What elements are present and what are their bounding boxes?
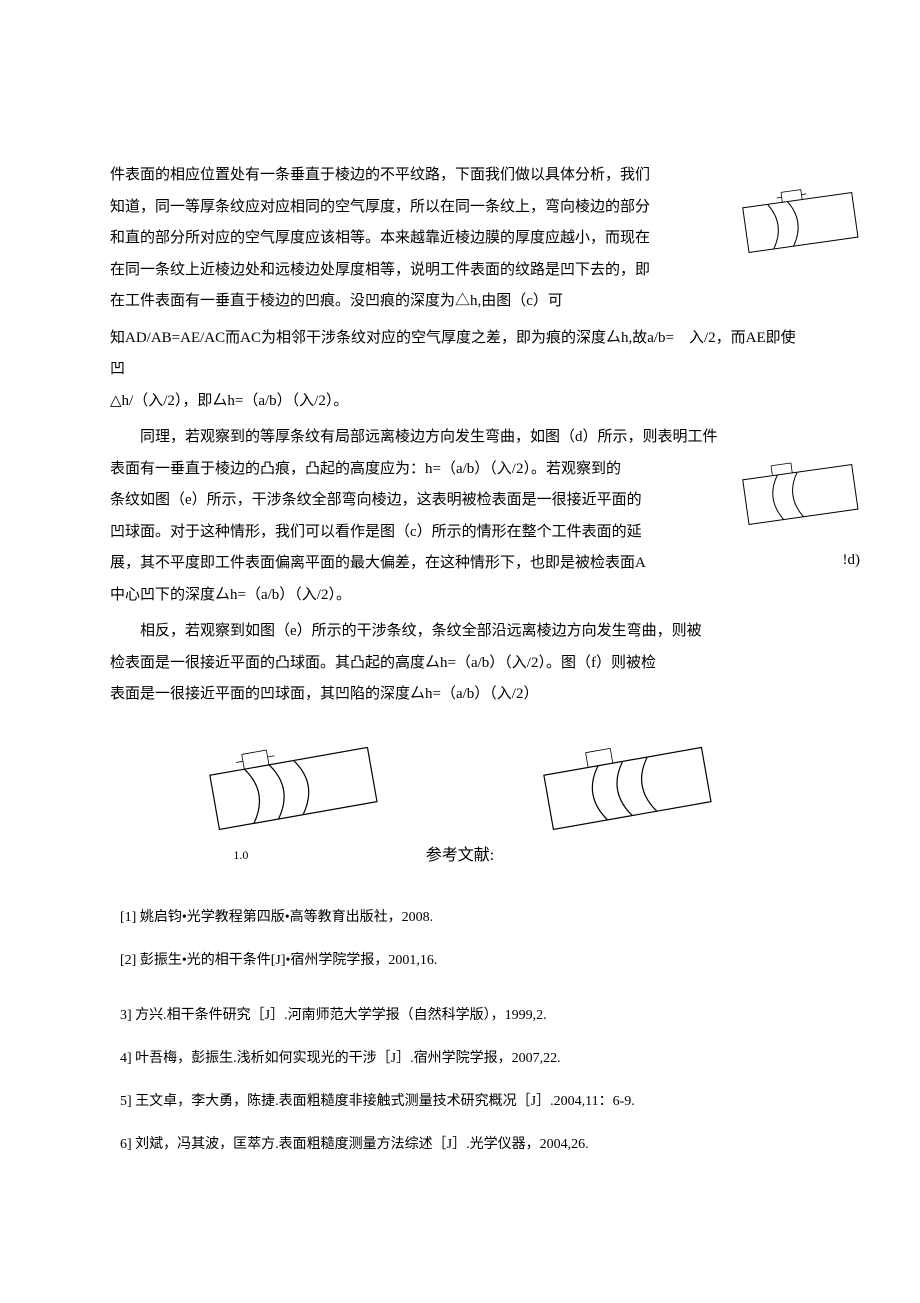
para1-text: 件表面的相应位置处有一条垂直于棱边的不平纹路，下面我们做以具体分析，我们 知道，…: [110, 160, 670, 318]
reference-item: 4] 叶吾梅，彭振生.浅析如何实现光的干涉［J］.宿州学院学报，2007,22.: [120, 1046, 810, 1071]
figure-c: [735, 180, 865, 260]
para2-line: 表面有一垂直于棱边的凸痕，凸起的高度应为：h=（a/b）（入/2）。若观察到的: [110, 454, 670, 486]
wedge-diagram-icon: [193, 731, 393, 841]
paragraph-block-2: 同理，若观察到的等厚条纹有局部远离棱边方向发生弯曲，如图（d）所示，则表明工件 …: [110, 422, 810, 611]
reference-item: [2] 彭振生•光的相干条件[J]•宿州学院学报，2001,16.: [120, 948, 810, 973]
para2-line: 展，其不平度即工件表面偏离平面的最大偏差，在这种情形下，也即是被检表面A: [110, 548, 670, 580]
figure-e: 1.0: [193, 731, 393, 841]
reference-item: 3] 方兴.相干条件研究［J］.河南师范大学学报（自然科学版），1999,2.: [120, 1003, 810, 1028]
paragraph-block-1: 件表面的相应位置处有一条垂直于棱边的不平纹路，下面我们做以具体分析，我们 知道，…: [110, 160, 810, 318]
figure-f: [527, 731, 727, 841]
figure-e-label: 1.0: [233, 848, 248, 863]
references-list: [1] 姚启钧•光学教程第四版•高等教育出版社，2008. [2] 彭振生•光的…: [110, 905, 810, 1158]
reference-item: 6] 刘斌，冯其波，匡萃方.表面粗糙度测量方法综述［J］.光学仪器，2004,2…: [120, 1132, 810, 1157]
para1-line: 和直的部分所对应的空气厚度应该相等。本来越靠近棱边膜的厚度应越小，而现在: [110, 223, 670, 255]
figure-d-label: !d): [843, 552, 861, 569]
para2-line: 条纹如图（e）所示，干涉条纹全部弯向棱边，这表明被检表面是一很接近平面的: [110, 485, 670, 517]
para1-line: 在同一条纹上近棱边处和远棱边处厚度相等，说明工件表面的纹路是凹下去的，即: [110, 255, 670, 287]
para1-line: 知道，同一等厚条纹应对应相同的空气厚度，所以在同一条纹上，弯向棱边的部分: [110, 192, 670, 224]
para1-full-line2: △h/（入/2），即厶h=（a/b）（入/2）。: [110, 386, 810, 418]
bottom-figures-row: 1.0: [110, 731, 810, 841]
figure-d: [735, 452, 865, 532]
paragraph-3: 相反，若观察到如图（e）所示的干涉条纹，条纹全部沿远离棱边方向发生弯曲，则被 检…: [110, 616, 810, 711]
para1-line: 在工件表面有一垂直于棱边的凹痕。没凹痕的深度为△h,由图（c）可: [110, 286, 670, 318]
para2-line1: 同理，若观察到的等厚条纹有局部远离棱边方向发生弯曲，如图（d）所示，则表明工件: [110, 422, 810, 454]
para2-text: 表面有一垂直于棱边的凸痕，凸起的高度应为：h=（a/b）（入/2）。若观察到的 …: [110, 454, 670, 612]
para1-full-line: 知AD/AB=AE/AC而AC为相邻干涉条纹对应的空气厚度之差，即为痕的深度厶h…: [110, 323, 810, 386]
para3-line: 检表面是一很接近平面的凸球面。其凸起的高度厶h=（a/b）（入/2）。图（f）则…: [110, 648, 810, 680]
para2-line: 凹球面。对于这种情形，我们可以看作是图（c）所示的情形在整个工件表面的延: [110, 517, 670, 549]
para3-line: 相反，若观察到如图（e）所示的干涉条纹，条纹全部沿远离棱边方向发生弯曲，则被: [110, 616, 810, 648]
wedge-diagram-icon: [527, 731, 727, 841]
reference-item: 5] 王文卓，李大勇，陈捷.表面粗糙度非接触式测量技术研究概况［J］.2004,…: [120, 1089, 810, 1114]
para1-line: 件表面的相应位置处有一条垂直于棱边的不平纹路，下面我们做以具体分析，我们: [110, 160, 670, 192]
wedge-diagram-icon: [735, 452, 865, 532]
references-heading: 参考文献:: [110, 841, 810, 865]
reference-item: [1] 姚启钧•光学教程第四版•高等教育出版社，2008.: [120, 905, 810, 930]
para3-line: 表面是一很接近平面的凹球面，其凹陷的深度厶h=（a/b）（入/2）: [110, 679, 810, 711]
para2-line: 中心凹下的深度厶h=（a/b）（入/2）。: [110, 580, 670, 612]
wedge-diagram-icon: [735, 180, 865, 260]
